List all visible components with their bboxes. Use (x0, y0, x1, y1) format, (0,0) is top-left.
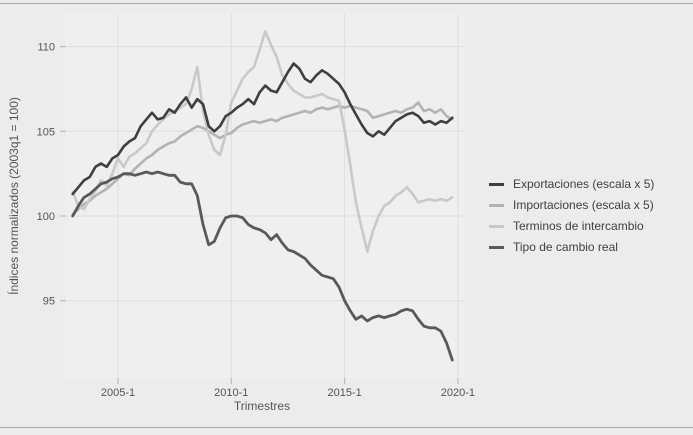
y-tick-label: 105 (37, 126, 55, 138)
y-tick-label: 95 (43, 296, 55, 308)
legend-label: Terminos de intercambio (513, 219, 644, 233)
x-tick-label: 2015-1 (327, 387, 361, 399)
legend-swatch (489, 225, 504, 228)
x-tick-label: 2010-1 (214, 387, 248, 399)
x-tick-label: 2020-1 (441, 387, 475, 399)
grid-layer (65, 14, 465, 378)
legend-label: Importaciones (escala x 5) (513, 198, 654, 212)
legend-item-exportaciones: Exportaciones (escala x 5) (489, 174, 654, 195)
plot-area (65, 14, 465, 378)
legend-swatch (489, 183, 504, 186)
y-axis-title: Índices normalizados (2003q1 = 100) (6, 97, 21, 295)
x-axis-title: Trimestres (234, 399, 290, 413)
series-line-importaciones (71, 101, 454, 216)
legend-label: Tipo de cambio real (513, 240, 618, 254)
series-line-tipo-de-cambio-real (71, 170, 454, 362)
figure-bottom-border (0, 427, 693, 428)
y-tick-label: 100 (37, 211, 55, 223)
legend-item-terminos: Terminos de intercambio (489, 216, 654, 237)
legend-swatch (489, 204, 504, 207)
y-tick-label: 110 (37, 42, 55, 54)
legend: Exportaciones (escala x 5) Importaciones… (489, 174, 654, 258)
series-layer (71, 30, 454, 362)
figure-top-border (0, 3, 693, 4)
legend-label: Exportaciones (escala x 5) (513, 177, 655, 191)
legend-swatch (489, 246, 504, 249)
series-line-exportaciones (71, 62, 454, 196)
legend-item-importaciones: Importaciones (escala x 5) (489, 195, 654, 216)
tick-layer: 95 100 105 110 2005-1 2010-1 2015-1 2020-1 (37, 42, 475, 399)
series-line-terminos-de-intercambio (71, 30, 454, 253)
x-tick-label: 2005-1 (101, 387, 135, 399)
legend-item-tipo-cambio: Tipo de cambio real (489, 237, 654, 258)
